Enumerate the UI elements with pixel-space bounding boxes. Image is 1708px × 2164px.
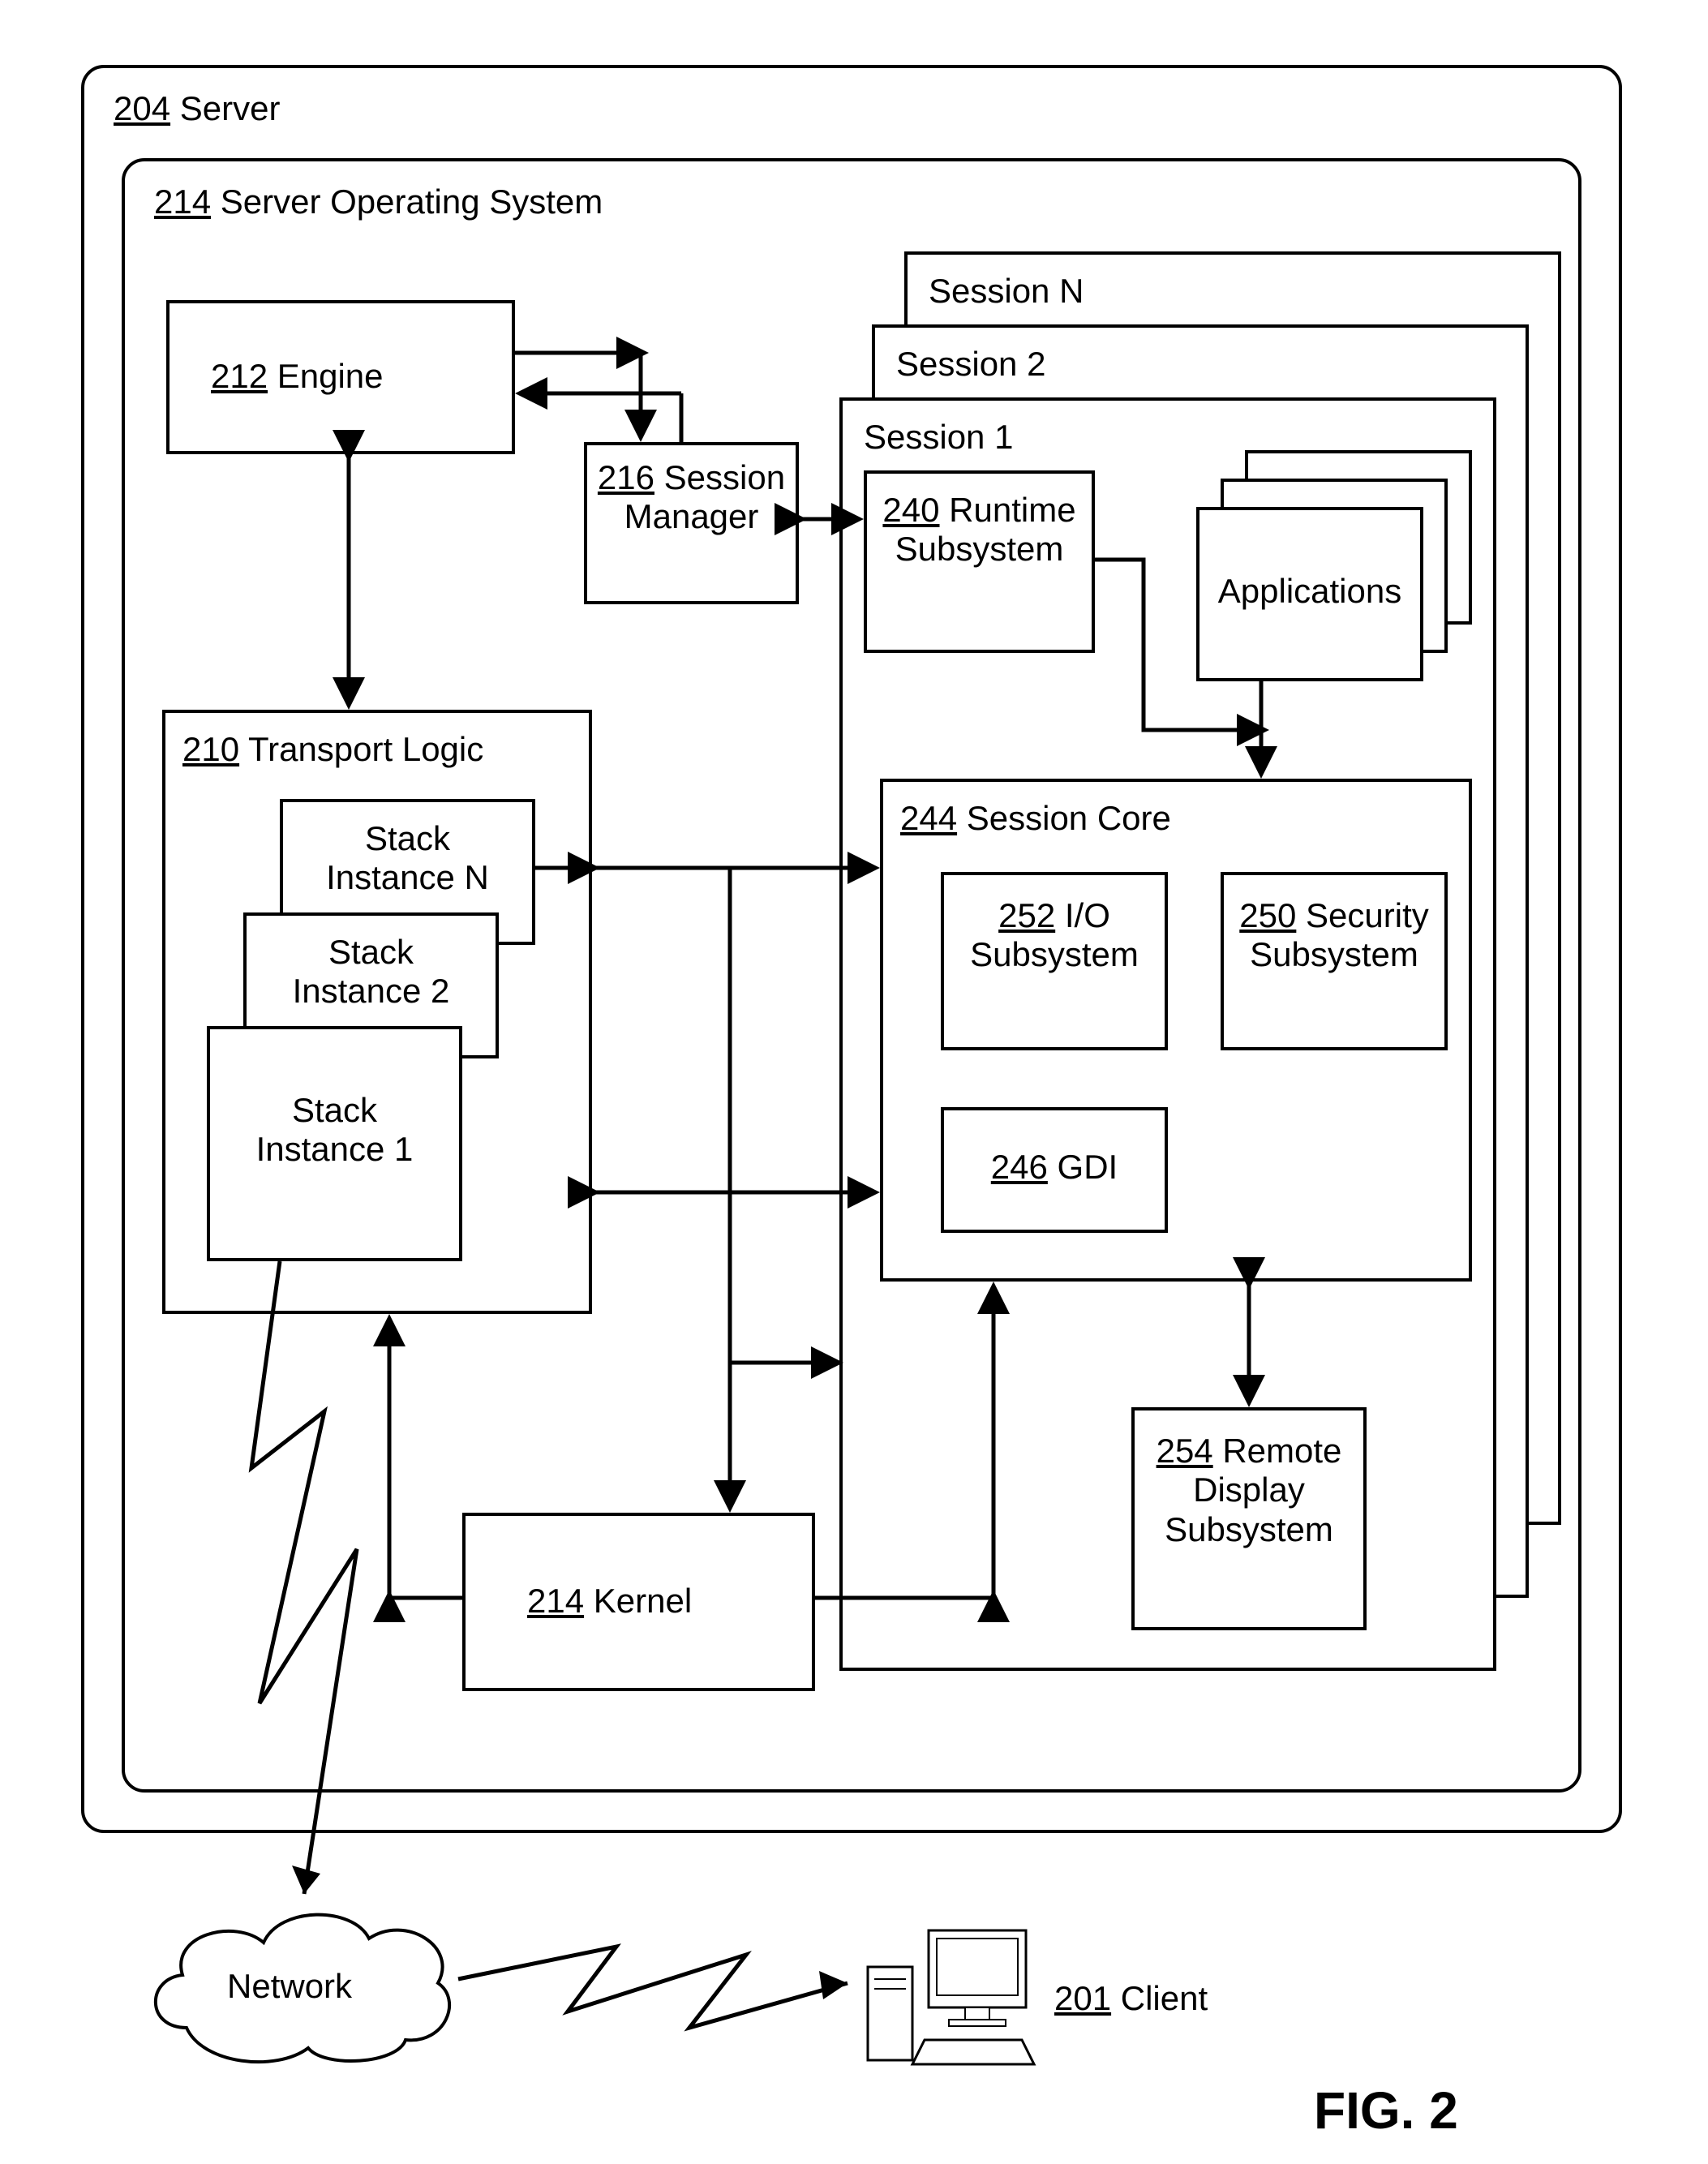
kernel-name: Kernel [594,1582,692,1620]
sec-label: 250 Security Subsystem [1229,896,1440,975]
runtime-label: 240 Runtime Subsystem [872,491,1087,569]
rd-name1: Remote [1222,1432,1341,1470]
io-name2: Subsystem [970,935,1139,973]
transport-label: 210 Transport Logic [182,730,483,769]
server-label: 204 Server [114,89,280,128]
transport-ref: 210 [182,730,239,768]
engine-name: Engine [277,357,384,395]
transport-name: Transport Logic [248,730,483,768]
figure-label: FIG. 2 [1314,2080,1458,2140]
sec-ref: 250 [1239,896,1296,934]
session-core-label: 244 Session Core [900,799,1171,838]
sec-name1: Security [1306,896,1429,934]
os-ref: 214 [154,182,211,221]
session-2-label: Session 2 [896,345,1045,384]
session-core-ref: 244 [900,799,957,837]
stack-1-name2: Instance 1 [256,1130,414,1168]
client-ref: 201 [1054,1979,1111,2017]
client-name: Client [1121,1979,1208,2017]
engine-ref: 212 [211,357,268,395]
gdi-label: 246 GDI [957,1148,1152,1187]
io-name1: I/O [1065,896,1110,934]
session-1-label: Session 1 [864,418,1013,457]
session-n-label: Session N [929,272,1084,311]
stack-n-name1: Stack [365,819,450,857]
sm-name1: Session [664,458,785,496]
runtime-name2: Subsystem [895,530,1064,568]
server-ref: 204 [114,89,170,127]
client-label: 201 Client [1054,1979,1208,2018]
io-label: 252 I/O Subsystem [949,896,1160,975]
sm-name2: Manager [624,497,759,535]
os-label: 214 Server Operating System [154,182,603,221]
os-name: Server Operating System [221,182,603,221]
remote-display-label: 254 Remote Display Subsystem [1139,1432,1358,1549]
sm-ref: 216 [598,458,654,496]
io-ref: 252 [998,896,1055,934]
stack-n-label: Stack Instance N [296,819,519,898]
kernel-label: 214 Kernel [527,1582,692,1621]
stack-2-name2: Instance 2 [293,972,450,1010]
engine-label: 212 Engine [211,357,384,396]
runtime-ref: 240 [882,491,939,529]
stack-2-label: Stack Instance 2 [260,933,483,1011]
session-core-name: Session Core [967,799,1171,837]
stack-1-name1: Stack [292,1091,377,1129]
stack-2-name1: Stack [328,933,414,971]
sec-name2: Subsystem [1250,935,1418,973]
network-label: Network [227,1967,352,2006]
server-name: Server [180,89,281,127]
rd-ref: 254 [1157,1432,1213,1470]
stack-n-name2: Instance N [326,858,489,896]
runtime-name1: Runtime [949,491,1075,529]
gdi-name: GDI [1058,1148,1118,1186]
kernel-ref: 214 [527,1582,584,1620]
session-manager-label: 216 Session Manager [592,458,791,537]
client-icon [852,1922,1038,2076]
gdi-ref: 246 [991,1148,1048,1186]
rd-name2: Display [1193,1471,1305,1509]
stack-1-label: Stack Instance 1 [223,1091,446,1170]
apps-label: Applications [1208,572,1411,611]
rd-name3: Subsystem [1165,1510,1333,1548]
